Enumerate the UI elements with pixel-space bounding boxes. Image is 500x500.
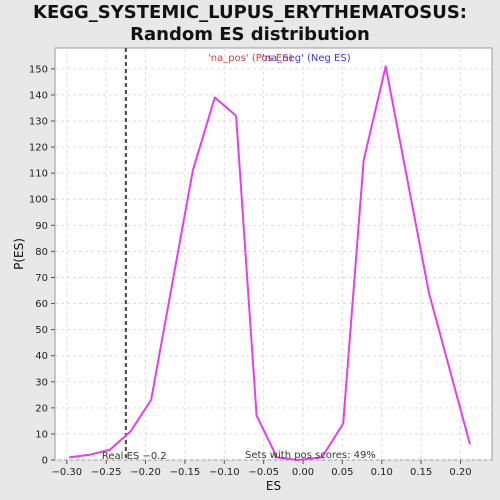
legend-pos-label: 'na_pos' (Pos ES) [208,53,293,64]
chart-title: KEGG_SYSTEMIC_LUPUS_ERYTHEMATOSUS: Rando… [33,2,467,45]
series-layer [69,65,471,461]
y-tick-label: 100 [29,195,48,206]
x-tick-label: −0.20 [130,467,161,478]
x-tick-label: −0.15 [170,467,201,478]
y-axis-label: P(ES) [12,238,26,270]
y-tick-label: 80 [35,247,48,258]
x-tick-label: 0.05 [331,467,353,478]
x-tick-label: 0.15 [410,467,432,478]
y-tick-label: 70 [35,273,48,284]
y-tick-label: 120 [29,143,48,154]
y-tick-label: 150 [29,64,48,75]
y-tick-label: 90 [35,221,48,232]
y-tick-label: 110 [29,169,48,180]
x-tick-label: −0.05 [248,467,279,478]
pos-scores-annotation: Sets with pos scores: 49% [245,450,376,461]
x-tick-label: −0.10 [209,467,240,478]
es-distribution-line [69,65,471,461]
x-tick-label: 0.00 [292,467,314,478]
y-tick-label: 140 [29,90,48,101]
x-tick-label: 0.20 [449,467,471,478]
y-tick-label: 40 [35,351,48,362]
x-tick-label: −0.25 [91,467,122,478]
y-tick-label: 20 [35,403,48,414]
x-tick-label: 0.10 [371,467,393,478]
axes: 0 10 20 30 40 50 60 70 80 90 100 110 120 130 140 150 −0.… [29,64,472,478]
x-axis-label: ES [266,479,281,493]
y-tick-label: 10 [35,429,48,440]
grid [55,48,492,461]
y-tick-label: 0 [42,456,48,467]
real-es-label: Real ES −0.2 [102,451,167,462]
legend-neg-label: 'na_neg' (Neg ES) [262,53,351,64]
y-tick-label: 130 [29,117,48,128]
y-tick-label: 60 [35,299,48,310]
plot-area [54,47,493,461]
x-tick-label: −0.30 [51,467,82,478]
y-tick-label: 30 [35,377,48,388]
y-tick-label: 50 [35,325,48,336]
